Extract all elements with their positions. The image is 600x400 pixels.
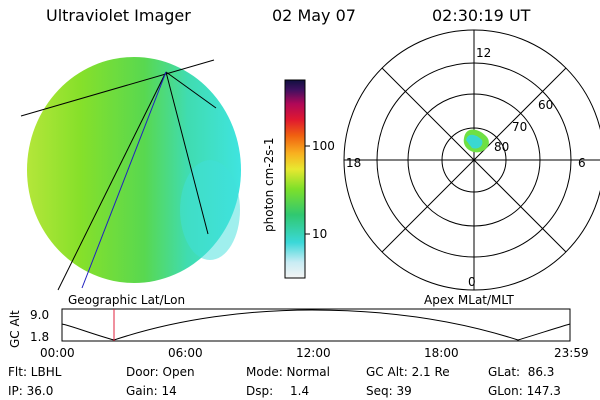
status-seq: Seq: 39	[366, 384, 412, 398]
auroral-blob	[463, 129, 489, 153]
timeline-xtick-0600: 06:00	[168, 346, 203, 360]
status-gc-alt: GC Alt: 2.1 Re	[366, 365, 450, 379]
status-flt: Flt: LBHL	[8, 365, 62, 379]
status-mode: Mode: Normal	[246, 365, 330, 379]
mlat-label-60: 60	[538, 98, 554, 112]
status-dsp-label: Dsp:	[246, 384, 274, 398]
status-ip: IP: 36.0	[8, 384, 54, 398]
status-glat: GLat: 86.3	[488, 365, 555, 379]
left-panel-caption: Geographic Lat/Lon	[68, 293, 186, 307]
colorbar-unit-label: photon cm-2s-1	[262, 137, 276, 233]
colorbar	[284, 79, 306, 279]
timeline-frame	[61, 308, 571, 342]
earth-disk-image	[27, 57, 241, 283]
timeline-xtick-0000: 00:00	[40, 346, 75, 360]
geographic-grid-lines	[20, 59, 217, 291]
colorbar-ticks	[305, 145, 310, 235]
mlt-label-0: 0	[468, 275, 476, 289]
status-door: Door: Open	[126, 365, 195, 379]
status-dsp-value: 1.4	[290, 384, 310, 398]
mlt-label-12: 12	[476, 46, 492, 60]
date-label: 02 May 07	[272, 6, 356, 25]
mlat-label-80: 80	[494, 140, 510, 154]
timeline-ytick-1-8: 1.8	[30, 330, 50, 344]
colorbar-tick-10: 10	[312, 227, 328, 241]
mlt-label-6: 6	[578, 156, 586, 170]
timeline-ytick-9: 9.0	[30, 308, 50, 322]
timeline-xtick-2359: 23:59	[554, 346, 589, 360]
projection-line	[81, 71, 167, 289]
timeline-xtick-1800: 18:00	[424, 346, 459, 360]
timeline-ylabel: GC Alt	[8, 310, 22, 348]
right-panel-caption: Apex MLat/MLT	[424, 293, 514, 307]
time-label: 02:30:19 UT	[432, 6, 531, 25]
mlt-label-18: 18	[346, 156, 362, 170]
status-gain: Gain: 14	[126, 384, 177, 398]
timeline-xtick-1200: 12:00	[296, 346, 331, 360]
app-title: Ultraviolet Imager	[46, 6, 191, 25]
status-glon: GLon: 147.3	[488, 384, 561, 398]
polar-plot	[343, 29, 600, 291]
colorbar-tick-100: 100	[312, 139, 335, 153]
mlat-label-70: 70	[512, 120, 528, 134]
